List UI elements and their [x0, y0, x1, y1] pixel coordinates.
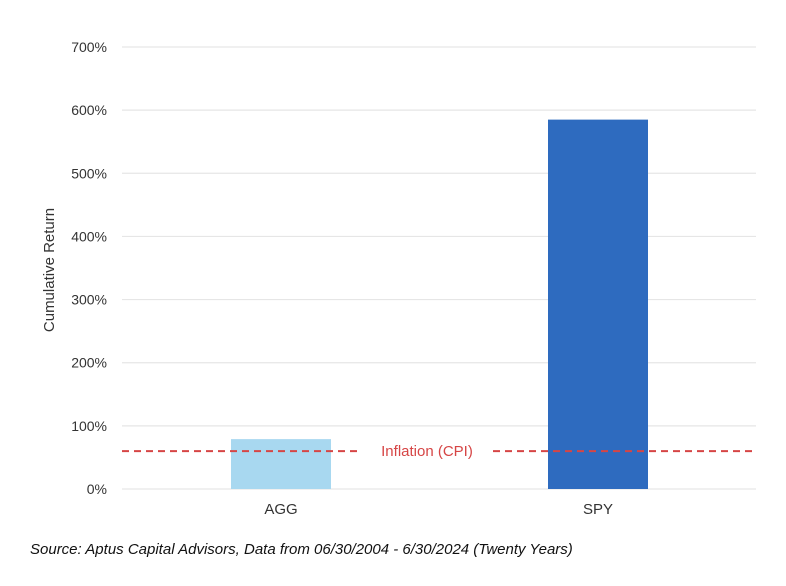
gridlines	[122, 46, 756, 490]
inflation-reference-line: Inflation (CPI)	[122, 443, 756, 460]
x-category-label: AGG	[264, 501, 297, 518]
bars	[231, 119, 648, 489]
bar-spy	[548, 119, 648, 489]
y-tick-label: 500%	[71, 165, 107, 181]
bar-agg	[231, 439, 331, 489]
bar-chart: 0% 100% 200% 300% 400% 500% 600% 700% Inflation…	[41, 39, 756, 518]
y-tick-label: 400%	[71, 228, 107, 244]
source-note: Source: Aptus Capital Advisors, Data fro…	[30, 541, 573, 558]
cpi-label: Inflation (CPI)	[381, 443, 473, 460]
y-tick-label: 100%	[71, 418, 107, 434]
y-axis-label: Cumulative Return	[41, 208, 58, 332]
y-tick-label: 700%	[71, 39, 107, 55]
y-tick-label: 600%	[71, 102, 107, 118]
y-tick-label: 200%	[71, 355, 107, 371]
x-axis-categories: AGG SPY	[264, 501, 613, 518]
x-category-label: SPY	[583, 501, 613, 518]
y-axis-ticks: 0% 100% 200% 300% 400% 500% 600% 700%	[71, 39, 107, 497]
y-tick-label: 0%	[87, 481, 107, 497]
y-tick-label: 300%	[71, 292, 107, 308]
